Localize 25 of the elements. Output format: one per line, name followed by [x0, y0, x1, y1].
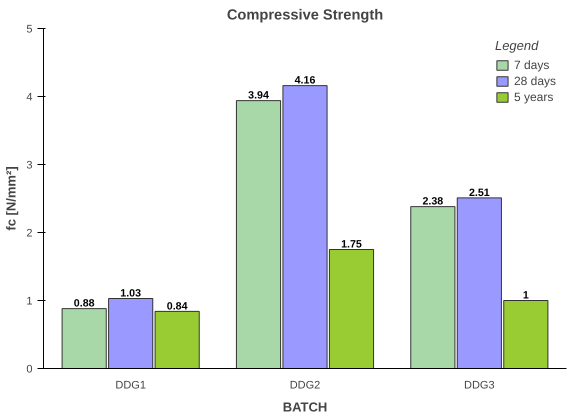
data-label: 2.51 [468, 186, 490, 199]
x-tick-label: DDG3 [464, 380, 495, 392]
data-label: 1 [522, 290, 529, 302]
data-label: 2.38 [422, 196, 444, 208]
x-tick-label: DDG2 [290, 380, 320, 392]
data-label: 1.75 [341, 238, 362, 250]
data-label: 0.84 [166, 300, 188, 312]
data-label: 3.94 [248, 90, 269, 102]
legend-label: 5 years [514, 90, 554, 104]
y-tick-label: 4 [26, 92, 33, 104]
data-label: 4.16 [294, 74, 316, 87]
y-tick-label: 2 [26, 228, 33, 240]
data-label: 0.88 [74, 298, 95, 310]
y-tick-label: 3 [26, 160, 33, 172]
legend-label: 7 days [514, 58, 550, 72]
chart-title: Compressive Strength [226, 8, 384, 24]
data-label: 1.03 [120, 287, 142, 300]
legend-label: 28 days [514, 74, 556, 88]
x-axis-title: BATCH [282, 400, 328, 414]
x-tick-label: DDG1 [115, 380, 146, 392]
y-tick-label: 1 [26, 296, 33, 308]
y-tick-label: 5 [26, 24, 33, 36]
y-tick-label: 0 [26, 364, 33, 376]
legend-title: Legend [494, 38, 540, 53]
y-axis-title: fc [N/mm²] [3, 166, 18, 231]
